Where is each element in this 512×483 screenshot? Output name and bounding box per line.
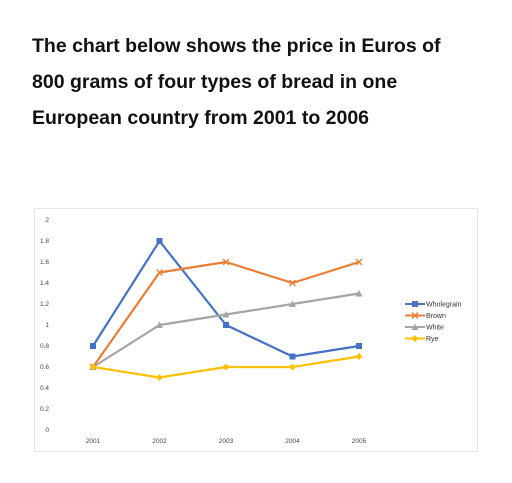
data-point-wholegrain [356,343,362,349]
legend-label-wholegrain: Wholegrain [426,301,462,308]
y-tick-label: 1 [45,322,49,329]
heading-line-1: The chart below shows the price in Euros… [32,35,441,57]
data-point-rye [89,363,97,371]
y-tick-label: 1.2 [40,301,49,308]
x-tick-label: 2001 [86,438,101,445]
legend-label-brown: Brown [426,313,446,320]
data-point-brown [222,258,230,266]
series-line-white [92,292,360,368]
data-point-brown [289,279,296,287]
data-point-rye [289,363,296,371]
y-tick-label: 0.2 [40,406,49,413]
legend-marker-rye [411,335,419,342]
y-tick-label: 0.6 [40,364,49,371]
legend-marker-white [411,323,419,330]
y-tick-label: 1.4 [40,280,49,287]
data-point-brown [156,269,163,276]
line-chart: 0 0.2 0.4 0.6 0.8 1 1.2 1.4 1.6 1.8 2 2001 2002 2003 2… [40,217,462,445]
y-tick-label: 1.8 [40,238,49,245]
data-point-wholegrain [156,238,163,244]
data-point-wholegrain [90,343,96,349]
data-point-white [355,290,363,297]
y-tick-label: 1.6 [40,259,49,266]
data-point-wholegrain [223,322,229,328]
y-tick-label: 0 [45,427,49,434]
y-tick-label: 0.8 [40,343,49,350]
data-point-white [222,311,230,318]
data-point-rye [156,374,163,381]
chart-question-heading: The chart below shows the price in Euros… [32,28,492,136]
legend-marker-brown [411,312,419,319]
data-point-white [289,300,296,307]
legend-label-white: White [426,324,444,331]
y-tick-label: 0.4 [40,385,49,392]
x-tick-label: 2005 [352,438,367,445]
legend-label-rye: Rye [426,336,439,343]
heading-line-2: 800 grams of four types of bread in one [32,71,398,93]
x-tick-label: 2002 [152,438,167,445]
data-point-rye [222,363,230,371]
data-point-wholegrain [289,353,296,360]
data-point-brown [355,258,363,266]
y-tick-label: 2 [45,217,49,224]
legend-marker-wholegrain [412,301,418,307]
chart-frame: 0 0.2 0.4 0.6 0.8 1 1.2 1.4 1.6 1.8 2 2001 2002 2003 2… [34,208,478,452]
data-point-white [156,321,163,328]
heading-line-3: European country from 2001 to 2006 [32,107,370,129]
x-tick-label: 2003 [219,438,234,445]
data-point-rye [355,353,363,360]
x-tick-label: 2004 [285,438,300,445]
